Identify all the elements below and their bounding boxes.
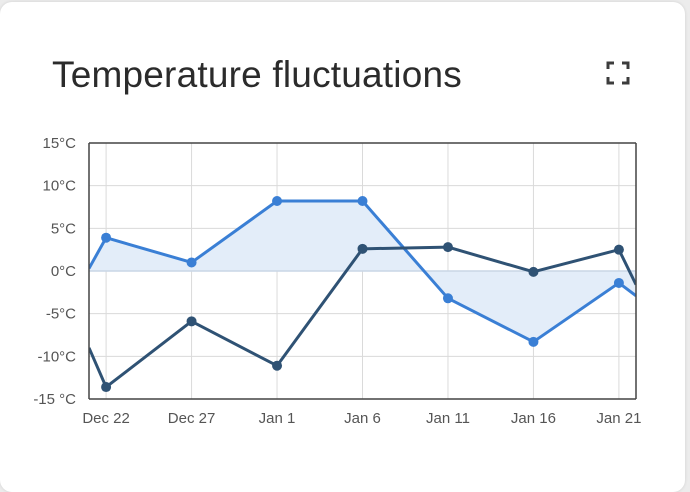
data-point-series-1: [272, 196, 283, 207]
fullscreen-icon[interactable]: [606, 61, 630, 85]
data-point-series-2: [357, 243, 368, 254]
x-tick-label: Jan 21: [596, 410, 641, 427]
data-point-series-2: [272, 360, 283, 371]
y-tick-label: -5°C: [46, 306, 76, 323]
data-point-series-1: [613, 277, 624, 288]
y-tick-label: 15°C: [42, 135, 76, 152]
data-point-series-2: [186, 316, 197, 327]
x-tick-label: Jan 1: [259, 410, 296, 427]
data-point-series-1: [528, 336, 539, 347]
data-point-series-2: [442, 242, 453, 253]
y-tick-label: 0°C: [51, 263, 76, 280]
x-tick-label: Jan 11: [426, 410, 470, 427]
data-point-series-1: [357, 196, 368, 207]
fullscreen-icon-glyph: [606, 61, 630, 85]
y-tick-label: 5°C: [51, 220, 76, 237]
y-tick-label: -10°C: [37, 348, 76, 365]
data-point-series-2: [101, 382, 112, 393]
x-tick-label: Dec 27: [168, 410, 216, 427]
data-point-series-1: [186, 257, 197, 268]
x-tick-label: Jan 16: [511, 410, 556, 427]
area-fill: [89, 201, 636, 342]
x-tick-label: Jan 6: [344, 410, 381, 427]
y-tick-label: -15 °C: [33, 391, 76, 408]
chart-title: Temperature fluctuations: [52, 54, 462, 95]
y-tick-label: 10°C: [42, 178, 76, 195]
chart-area: 15°C 10°C 5°C 0°C -5°C -10°C -15 °C Dec 22 Dec 2…: [33, 135, 641, 427]
data-point-series-1: [101, 232, 112, 243]
temperature-chart: 15°C 10°C 5°C 0°C -5°C -10°C -15 °C Dec 22 Dec 2…: [33, 135, 641, 427]
data-point-series-1: [442, 293, 453, 304]
data-point-series-2: [528, 266, 539, 277]
x-tick-label: Dec 22: [82, 410, 130, 427]
data-point-series-2: [613, 244, 624, 255]
